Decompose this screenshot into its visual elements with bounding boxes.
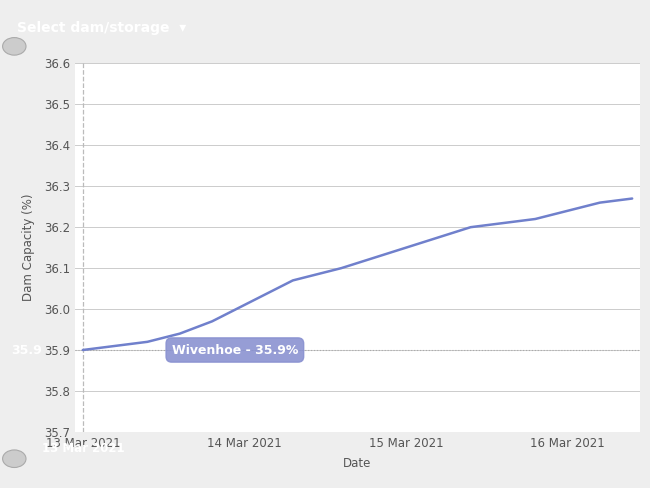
Y-axis label: Dam Capacity (%): Dam Capacity (%) — [23, 194, 36, 302]
Text: 13 Mar 2021: 13 Mar 2021 — [42, 442, 124, 455]
X-axis label: Date: Date — [343, 457, 372, 469]
Text: Select dam/storage  ▾: Select dam/storage ▾ — [18, 21, 187, 35]
Text: Wivenhoe - 35.9%: Wivenhoe - 35.9% — [172, 344, 298, 357]
Text: 35.9: 35.9 — [11, 344, 42, 357]
